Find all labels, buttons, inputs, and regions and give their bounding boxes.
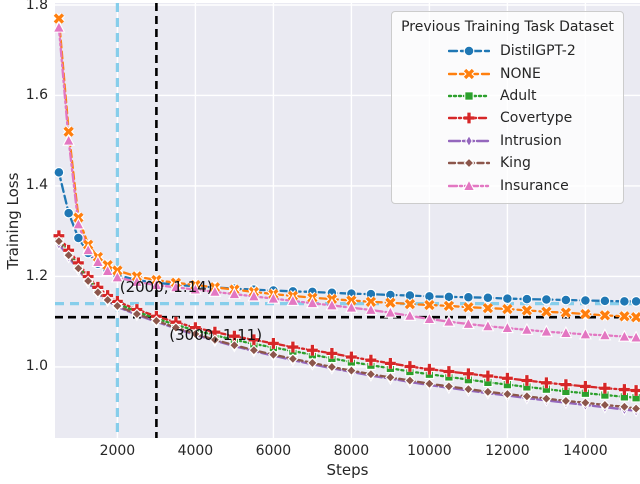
x-tick-label: 2000	[99, 443, 136, 459]
y-axis-label: Training Loss	[4, 172, 22, 270]
legend-item-label: Adult	[500, 87, 537, 104]
legend-items: DistilGPT-2 NONE Adult Covertype Intrusion Ki…	[392, 40, 623, 197]
x-tick-label: 6000	[255, 443, 292, 459]
x-tick-label: 12000	[485, 443, 530, 459]
legend-item-DistilGPT-2: DistilGPT-2	[392, 40, 623, 62]
legend-sample-line	[448, 45, 490, 57]
series-line-Covertype	[57, 234, 638, 392]
legend-item-label: DistilGPT-2	[500, 43, 576, 60]
y-tick-label: 1.6	[25, 86, 48, 103]
legend-sample-line	[448, 157, 490, 169]
legend-title: Previous Training Task Dataset	[401, 19, 614, 35]
y-tick-label: 1.2	[25, 267, 48, 284]
series-markers-Insurance	[52, 20, 640, 343]
legend-item-label: NONE	[500, 65, 541, 82]
y-tick-label: 1.4	[25, 177, 48, 194]
legend: Previous Training Task Dataset DistilGPT…	[391, 11, 624, 204]
legend-item-Adult: Adult	[392, 85, 623, 107]
legend-item-label: King	[500, 155, 531, 172]
x-tick-label: 14000	[563, 443, 608, 459]
legend-item-Covertype: Covertype	[392, 107, 623, 129]
legend-sample-line	[448, 134, 490, 148]
annotation-label: (3000, 1.11)	[169, 326, 263, 345]
legend-item-label: Intrusion	[500, 132, 562, 149]
legend-sample-line	[448, 112, 490, 124]
legend-sample-line	[448, 178, 490, 191]
legend-sample-line	[448, 67, 490, 80]
x-tick-label: 10000	[407, 443, 452, 459]
series-markers-King	[53, 235, 640, 415]
x-tick-label: 4000	[177, 443, 214, 459]
legend-item-label: Insurance	[500, 177, 569, 194]
annotation-label: (2000, 1.14)	[119, 277, 213, 296]
legend-item-Intrusion: Intrusion	[392, 130, 623, 152]
series-line-NONE	[57, 17, 638, 319]
x-axis-label: Steps	[326, 461, 369, 479]
legend-item-label: Covertype	[500, 110, 573, 127]
legend-sample-line	[448, 91, 490, 101]
x-tick-label: 8000	[333, 443, 370, 459]
series-line-DistilGPT-2	[57, 171, 638, 303]
y-tick-label: 1.0	[25, 358, 48, 375]
y-tick-label: 1.8	[25, 0, 48, 13]
legend-item-NONE: NONE	[392, 62, 623, 84]
legend-item-King: King	[392, 152, 623, 174]
legend-item-Insurance: Insurance	[392, 174, 623, 196]
